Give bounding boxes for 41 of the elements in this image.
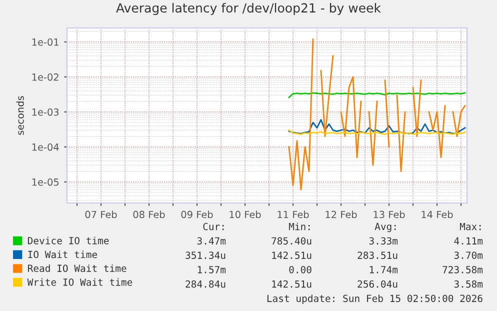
legend-label: Device IO time — [28, 236, 109, 244]
text: 142.51u — [272, 280, 312, 288]
text: 3.58m — [454, 280, 483, 288]
text: 3.47m — [197, 237, 226, 245]
chart-title: Average latency for /dev/loop21 - by week — [116, 2, 381, 16]
text: 283.51u — [358, 252, 398, 259]
y-tick-label: 1e-03 — [32, 108, 59, 116]
x-tick-label: 13 Feb — [374, 210, 405, 218]
text: Last update: Sun Feb 15 02:50:00 2026 — [267, 294, 482, 304]
text: Avg: — [374, 222, 396, 232]
x-tick-label: 12 Feb — [326, 210, 357, 218]
text: 4.11m — [454, 237, 483, 244]
y-tick-label: 1e-01 — [32, 38, 58, 46]
text: 3.33m — [369, 237, 398, 245]
legend-label: Write IO Wait time — [27, 278, 132, 286]
x-tick-label: 09 Feb — [181, 210, 213, 218]
y-tick-label: 1e-05 — [32, 178, 59, 186]
y-tick-label: 1e-02 — [32, 73, 58, 81]
text: 0.00 — [289, 266, 312, 274]
text: 256.04u — [358, 280, 398, 288]
legend-label: IO Wait time — [28, 250, 97, 258]
x-tick-label: 08 Feb — [133, 210, 165, 218]
text: Max: — [460, 222, 481, 230]
text: 142.51u — [272, 252, 312, 259]
text: 284.84u — [186, 280, 226, 288]
text: Min: — [288, 222, 310, 230]
y-axis-title: seconds — [16, 96, 24, 135]
x-tick-label: 14 Feb — [422, 210, 453, 218]
y-tick-label: 1e-04 — [32, 143, 59, 151]
text: 723.58m — [442, 266, 483, 274]
line-series — [288, 119, 466, 134]
text: 785.40u — [272, 237, 312, 245]
text: Cur: — [203, 222, 224, 230]
x-tick-label: 10 Feb — [230, 210, 261, 218]
legend-label: Read IO Wait time — [28, 264, 126, 272]
text: 351.34u — [186, 252, 226, 259]
text: 1.74m — [370, 266, 398, 274]
x-tick-label: 11 Feb — [278, 210, 309, 218]
x-tick-label: 07 Feb — [85, 210, 117, 218]
text: 3.70m — [454, 252, 483, 259]
text: 1.57m — [198, 266, 226, 274]
